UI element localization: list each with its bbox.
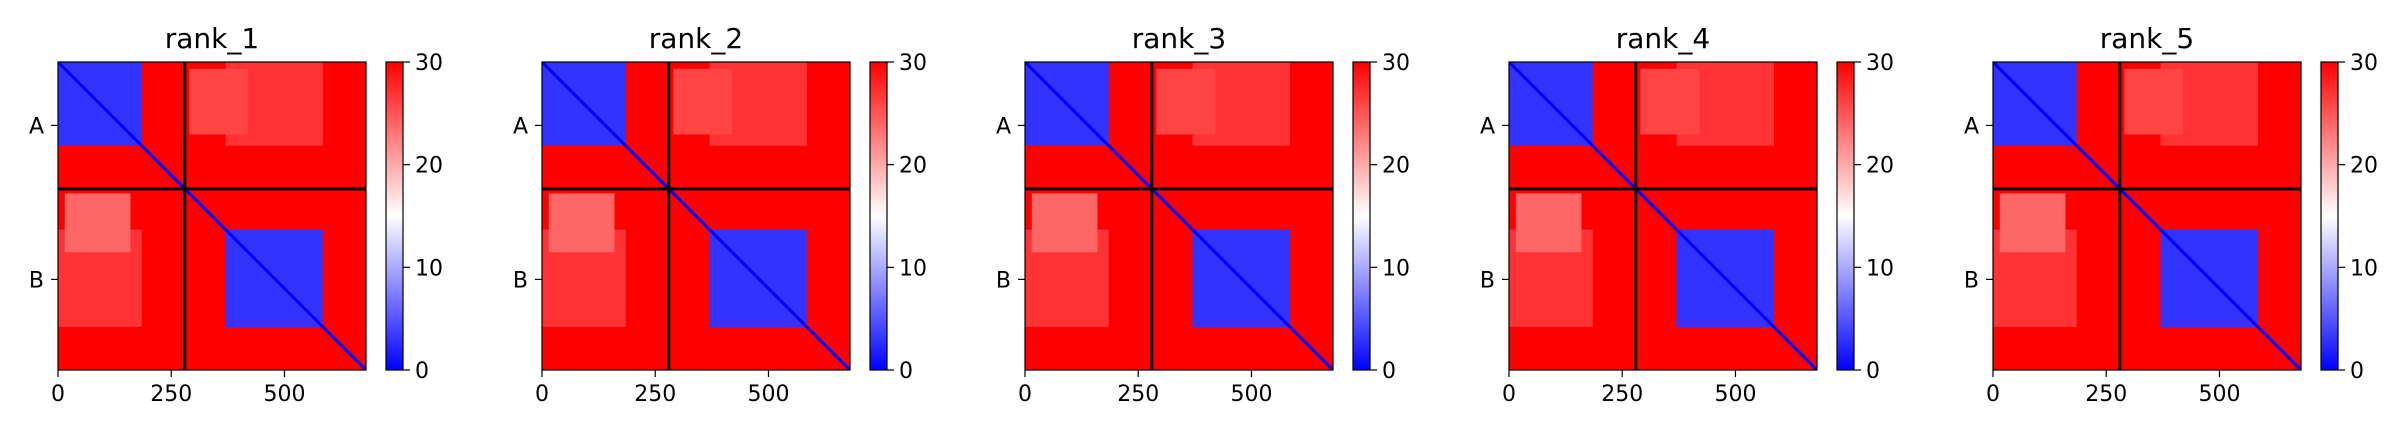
colorbar-tick-label: 0 bbox=[2350, 359, 2364, 384]
colorbar-tick-label: 30 bbox=[1382, 51, 1410, 76]
heatmap-block-6 bbox=[2124, 68, 2184, 135]
x-tick-label: 500 bbox=[747, 382, 789, 407]
plot-frame bbox=[1992, 61, 2302, 371]
heatmap-block-5 bbox=[1999, 193, 2066, 253]
colorbar-tick-label: 10 bbox=[899, 256, 927, 281]
x-tick-label: 0 bbox=[1986, 382, 2000, 407]
colorbar-tick-label: 30 bbox=[1866, 51, 1894, 76]
colorbar bbox=[869, 61, 888, 371]
colorbar-tick-label: 20 bbox=[1382, 154, 1410, 179]
chain-label: B bbox=[1480, 268, 1495, 293]
colorbar-tick-label: 10 bbox=[415, 256, 443, 281]
x-tick-label: 0 bbox=[51, 382, 65, 407]
heatmap-block-5 bbox=[548, 193, 615, 253]
heatmap-block-6 bbox=[1156, 68, 1216, 135]
colorbar-tick-label: 30 bbox=[899, 51, 927, 76]
heatmap-block-6 bbox=[673, 68, 733, 135]
colorbar bbox=[1352, 61, 1371, 371]
colorbar-tick-label: 0 bbox=[899, 359, 913, 384]
heatmap-block-6 bbox=[1640, 68, 1700, 135]
x-tick-label: 500 bbox=[263, 382, 305, 407]
colorbar-tick-label: 30 bbox=[415, 51, 443, 76]
x-tick-label: 500 bbox=[2198, 382, 2240, 407]
chart-title: rank_4 bbox=[1616, 22, 1710, 55]
heatmap bbox=[58, 62, 366, 370]
chain-label: B bbox=[996, 268, 1011, 293]
x-tick-label: 0 bbox=[1018, 382, 1032, 407]
colorbar-tick-label: 0 bbox=[1382, 359, 1396, 384]
heatmap bbox=[1509, 62, 1817, 370]
heatmap-diagonal bbox=[1993, 62, 2301, 370]
x-tick-label: 250 bbox=[2085, 382, 2127, 407]
chain-label: A bbox=[1480, 114, 1495, 139]
pae-panel-5: rank_5 0 250 500 A B 0 10 20 30 bbox=[1964, 22, 2378, 407]
x-tick-label: 0 bbox=[1502, 382, 1516, 407]
heatmap-diagonal bbox=[542, 62, 850, 370]
heatmap bbox=[1025, 62, 1333, 370]
colorbar-tick-label: 20 bbox=[1866, 154, 1894, 179]
colorbar-tick-label: 0 bbox=[1866, 359, 1880, 384]
pae-panel-3: rank_3 0 250 500 A B 0 10 20 30 bbox=[996, 22, 1410, 407]
colorbar bbox=[385, 61, 404, 371]
chain-label: A bbox=[513, 114, 528, 139]
colorbar bbox=[1836, 61, 1855, 371]
heatmap-block-5 bbox=[1515, 193, 1582, 253]
chain-label: B bbox=[1964, 268, 1979, 293]
colorbar-tick-label: 20 bbox=[415, 154, 443, 179]
chain-label: A bbox=[1964, 114, 1979, 139]
colorbar-tick-label: 10 bbox=[1382, 256, 1410, 281]
x-tick-label: 500 bbox=[1714, 382, 1756, 407]
colorbar-tick-label: 10 bbox=[1866, 256, 1894, 281]
chain-label: B bbox=[513, 268, 528, 293]
heatmap-block-5 bbox=[1031, 193, 1098, 253]
colorbar-tick-label: 30 bbox=[2350, 51, 2378, 76]
chain-label: B bbox=[29, 268, 44, 293]
heatmap-diagonal bbox=[1509, 62, 1817, 370]
x-tick-label: 250 bbox=[150, 382, 192, 407]
x-tick-label: 0 bbox=[535, 382, 549, 407]
pae-panel-1: rank_1 0 250 500 A B 0 10 20 30 bbox=[29, 22, 443, 407]
chart-title: rank_2 bbox=[649, 22, 743, 55]
chart-title: rank_3 bbox=[1132, 22, 1226, 55]
heatmap bbox=[1993, 62, 2301, 370]
chain-label: A bbox=[996, 114, 1011, 139]
x-tick-label: 250 bbox=[1117, 382, 1159, 407]
colorbar-tick-label: 0 bbox=[415, 359, 429, 384]
colorbar-tick-label: 10 bbox=[2350, 256, 2378, 281]
plot-frame bbox=[1024, 61, 1334, 371]
x-tick-label: 500 bbox=[1230, 382, 1272, 407]
x-tick-label: 250 bbox=[634, 382, 676, 407]
heatmap-block-6 bbox=[189, 68, 249, 135]
plot-frame bbox=[541, 61, 851, 371]
colorbar-tick-label: 20 bbox=[899, 154, 927, 179]
pae-panel-2: rank_2 0 250 500 A B 0 10 20 30 bbox=[513, 22, 927, 407]
pae-panel-4: rank_4 0 250 500 A B 0 10 20 30 bbox=[1480, 22, 1894, 407]
plot-frame bbox=[57, 61, 367, 371]
chart-title: rank_1 bbox=[165, 22, 259, 55]
heatmap-diagonal bbox=[1025, 62, 1333, 370]
heatmap-diagonal bbox=[58, 62, 366, 370]
plot-frame bbox=[1508, 61, 1818, 371]
x-tick-label: 250 bbox=[1601, 382, 1643, 407]
chart-title: rank_5 bbox=[2100, 22, 2194, 55]
heatmap-block-5 bbox=[64, 193, 131, 253]
colorbar-tick-label: 20 bbox=[2350, 154, 2378, 179]
chain-label: A bbox=[29, 114, 44, 139]
colorbar bbox=[2320, 61, 2339, 371]
heatmap bbox=[542, 62, 850, 370]
